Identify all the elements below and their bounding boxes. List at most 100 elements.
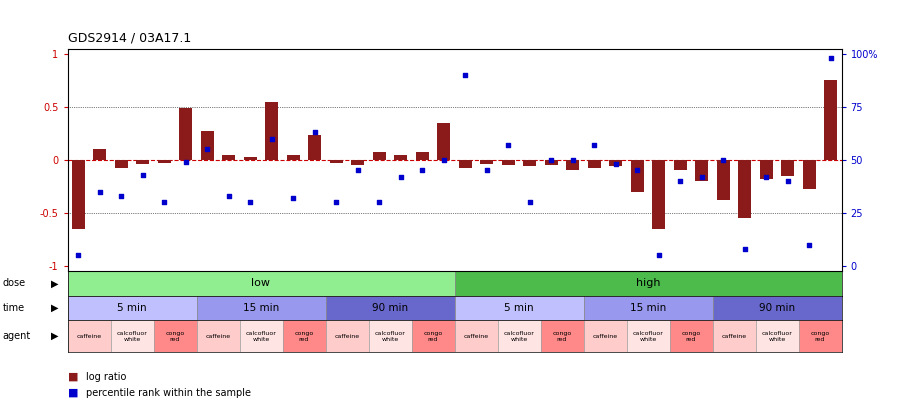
- Point: [93, 188, 107, 195]
- Point: [673, 178, 688, 184]
- Text: calcofluor
white: calcofluor white: [117, 331, 148, 342]
- Point: [157, 199, 171, 205]
- Text: GDS2914 / 03A17.1: GDS2914 / 03A17.1: [68, 32, 191, 45]
- Text: caffeine: caffeine: [722, 334, 747, 339]
- Text: congo
red: congo red: [810, 331, 830, 342]
- Text: low: low: [251, 278, 271, 288]
- Bar: [244, 157, 256, 160]
- Bar: [283, 320, 326, 352]
- Text: 90 min: 90 min: [372, 303, 408, 313]
- Bar: [583, 320, 626, 352]
- Bar: [351, 160, 364, 165]
- Point: [393, 173, 408, 180]
- Bar: [670, 320, 713, 352]
- Bar: [674, 160, 687, 171]
- Bar: [111, 320, 154, 352]
- Bar: [652, 160, 665, 229]
- Text: caffeine: caffeine: [335, 334, 360, 339]
- Point: [458, 72, 473, 78]
- Text: ▶: ▶: [51, 303, 59, 313]
- Point: [265, 135, 279, 142]
- Bar: [201, 131, 213, 160]
- Bar: [583, 296, 713, 320]
- Text: 90 min: 90 min: [759, 303, 795, 313]
- Text: congo
red: congo red: [681, 331, 700, 342]
- Bar: [394, 154, 407, 160]
- Text: log ratio: log ratio: [86, 372, 126, 382]
- Point: [351, 167, 365, 174]
- Text: calcofluor
white: calcofluor white: [633, 331, 663, 342]
- Bar: [541, 320, 583, 352]
- Bar: [626, 320, 670, 352]
- Text: congo
red: congo red: [166, 331, 184, 342]
- Text: percentile rank within the sample: percentile rank within the sample: [86, 388, 250, 398]
- Point: [759, 173, 773, 180]
- Text: caffeine: caffeine: [592, 334, 617, 339]
- Text: ▶: ▶: [51, 331, 59, 341]
- Point: [114, 192, 129, 199]
- Bar: [68, 271, 454, 296]
- Bar: [437, 123, 450, 160]
- Bar: [716, 160, 730, 200]
- Bar: [523, 160, 536, 166]
- Bar: [222, 154, 235, 160]
- Bar: [631, 160, 644, 192]
- Bar: [760, 160, 773, 179]
- Text: 5 min: 5 min: [504, 303, 534, 313]
- Text: ■: ■: [68, 388, 78, 398]
- Point: [415, 167, 429, 174]
- Bar: [136, 160, 149, 164]
- Text: calcofluor
white: calcofluor white: [504, 331, 535, 342]
- Text: caffeine: caffeine: [76, 334, 102, 339]
- Point: [695, 173, 709, 180]
- Text: caffeine: caffeine: [464, 334, 489, 339]
- Point: [329, 199, 344, 205]
- Text: caffeine: caffeine: [205, 334, 230, 339]
- Bar: [326, 296, 454, 320]
- Bar: [94, 149, 106, 160]
- Text: congo
red: congo red: [423, 331, 443, 342]
- Bar: [158, 160, 171, 163]
- Text: 15 min: 15 min: [243, 303, 279, 313]
- Bar: [755, 320, 798, 352]
- Text: ■: ■: [68, 372, 78, 382]
- Bar: [287, 154, 300, 160]
- Bar: [373, 152, 386, 160]
- Point: [178, 159, 193, 165]
- Text: agent: agent: [3, 331, 31, 341]
- Bar: [239, 320, 283, 352]
- Text: 5 min: 5 min: [117, 303, 147, 313]
- Bar: [454, 296, 583, 320]
- Bar: [416, 152, 428, 160]
- Bar: [609, 160, 622, 166]
- Bar: [781, 160, 794, 176]
- Bar: [179, 108, 193, 160]
- Bar: [326, 320, 368, 352]
- Point: [608, 161, 623, 167]
- Point: [501, 142, 516, 148]
- Text: dose: dose: [3, 278, 26, 288]
- Point: [436, 157, 451, 163]
- Text: calcofluor
white: calcofluor white: [761, 331, 792, 342]
- Bar: [72, 160, 85, 229]
- Bar: [196, 296, 326, 320]
- Bar: [68, 296, 196, 320]
- Point: [372, 199, 386, 205]
- Bar: [154, 320, 196, 352]
- Bar: [459, 160, 472, 168]
- Bar: [498, 320, 541, 352]
- Text: ▶: ▶: [51, 278, 59, 288]
- Bar: [502, 160, 515, 165]
- Bar: [738, 160, 752, 218]
- Point: [136, 171, 150, 178]
- Point: [243, 199, 257, 205]
- Bar: [713, 296, 842, 320]
- Bar: [115, 160, 128, 168]
- Bar: [411, 320, 454, 352]
- Bar: [266, 102, 278, 160]
- Point: [802, 241, 816, 248]
- Point: [652, 252, 666, 258]
- Bar: [368, 320, 411, 352]
- Bar: [824, 80, 837, 160]
- Point: [565, 157, 580, 163]
